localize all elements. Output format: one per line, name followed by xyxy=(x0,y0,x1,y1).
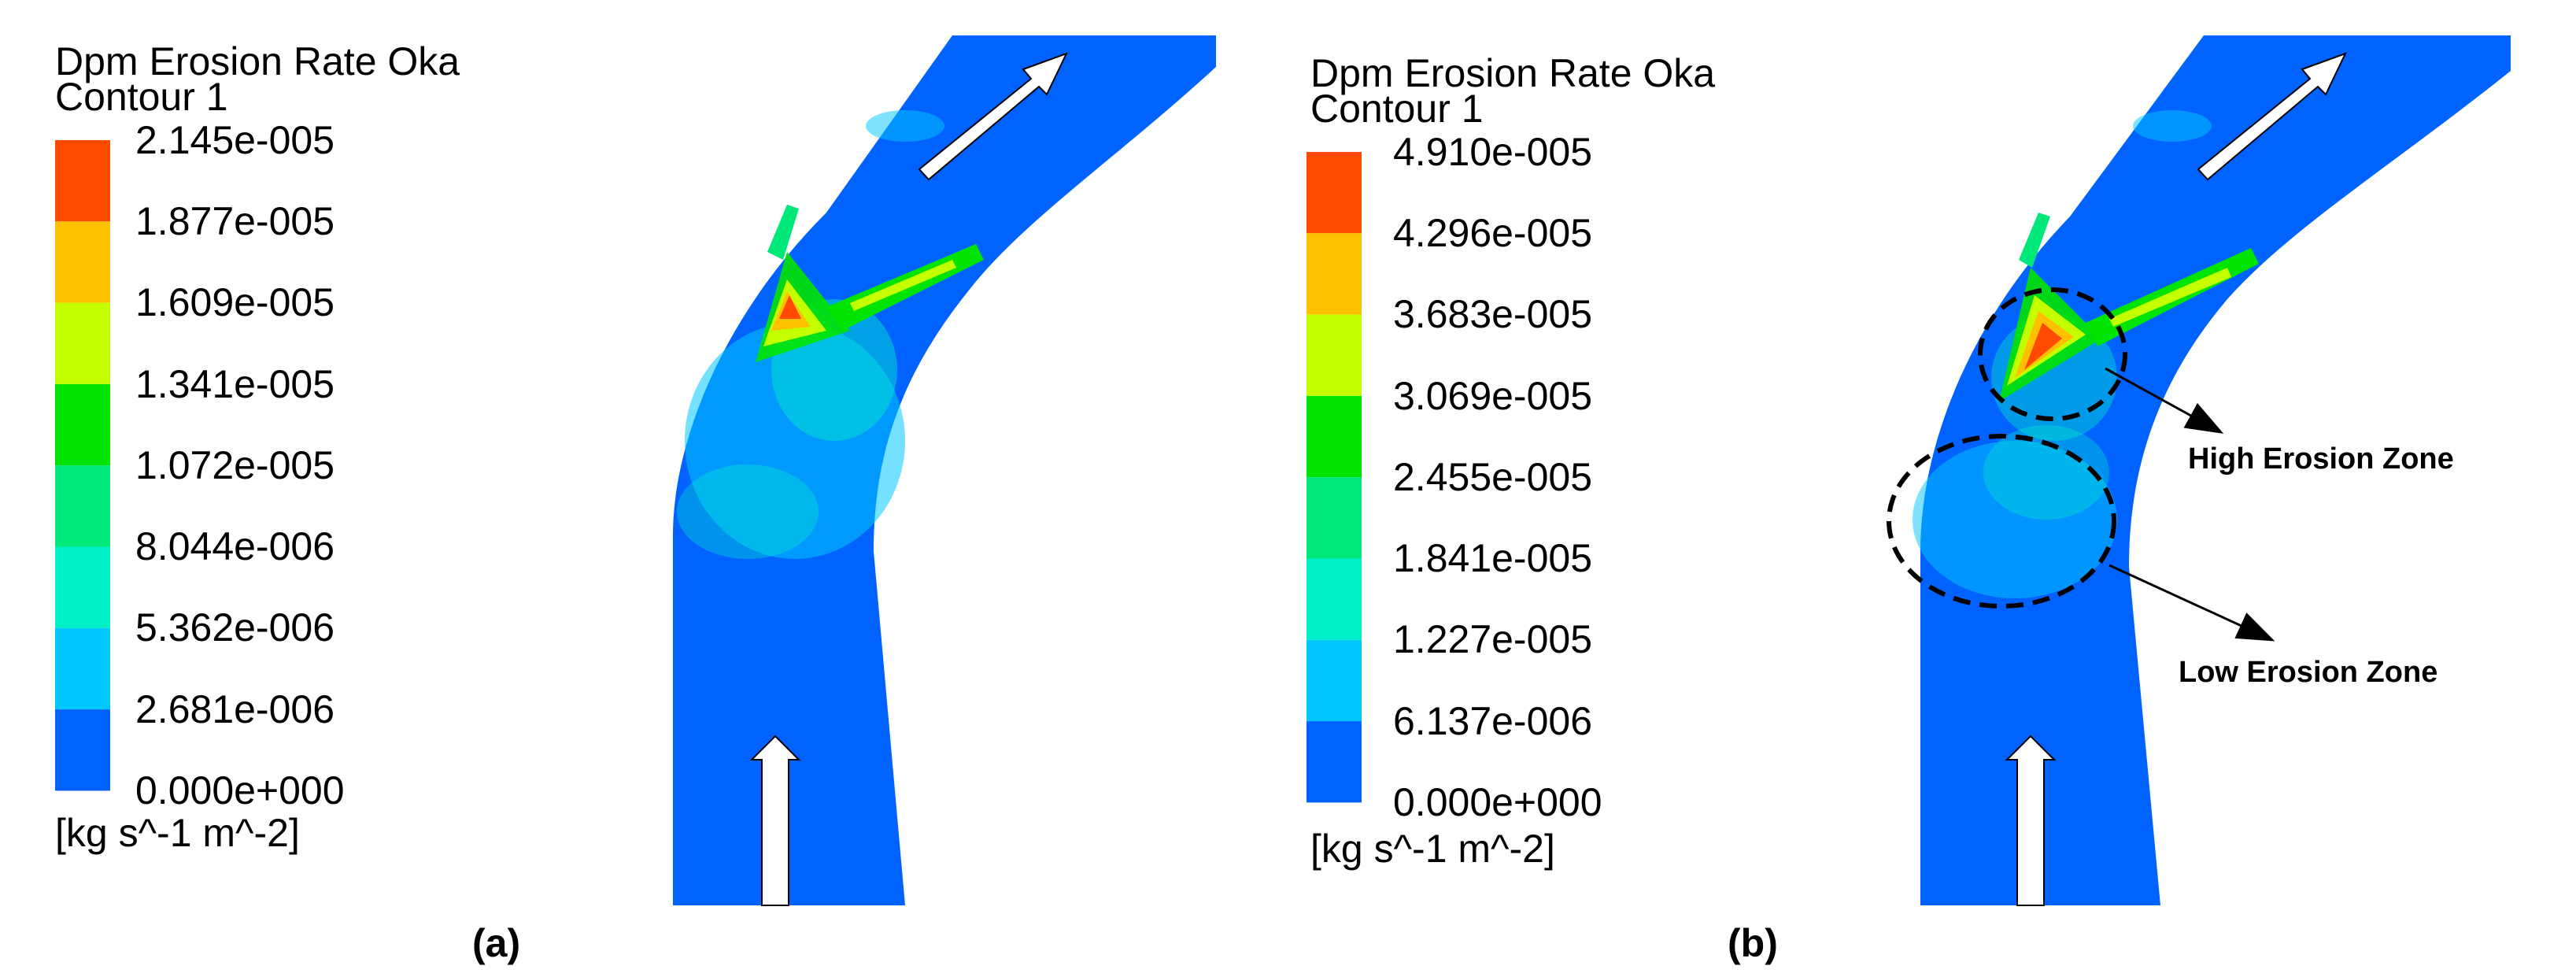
tick-label: 4.910e-005 xyxy=(1393,130,1592,174)
colorbar-segment xyxy=(1306,477,1362,559)
high-erosion-zone-marker xyxy=(1978,287,2224,434)
flow-arrow-inlet xyxy=(749,735,801,906)
panel-a: Dpm Erosion Rate Oka Contour 1 2.145e-00… xyxy=(55,35,1216,965)
tick-label: 0.000e+000 xyxy=(1393,780,1602,824)
colorbar-segment xyxy=(55,546,110,628)
legend-subtitle: Contour 1 xyxy=(1310,87,1484,131)
colorbar-segment xyxy=(1306,152,1362,234)
panel-label: (a) xyxy=(472,921,520,965)
colorbar-segment xyxy=(1306,558,1362,640)
panel-b: Dpm Erosion Rate Oka Contour 1 4.910e-00… xyxy=(1306,35,2511,965)
tick-label: 2.145e-005 xyxy=(135,118,334,162)
tick-label: 3.069e-005 xyxy=(1393,374,1592,418)
tick-label: 4.296e-005 xyxy=(1393,211,1592,255)
tick-label: 1.072e-005 xyxy=(135,443,334,487)
colorbar-segment xyxy=(1306,721,1362,803)
tick-label: 1.341e-005 xyxy=(135,362,334,406)
high-erosion-zone-label: High Erosion Zone xyxy=(2188,442,2454,476)
pipe-bend-contour xyxy=(673,35,1216,905)
flow-arrow-outlet xyxy=(918,52,1068,181)
tick-label: 0.000e+000 xyxy=(135,768,345,812)
colorbar-segment xyxy=(55,221,110,303)
colorbar-segment xyxy=(1306,395,1362,478)
low-erosion-zone-marker xyxy=(1887,434,2275,642)
colorbar-segment xyxy=(55,465,110,547)
colorbar-ticks: 2.145e-005 1.877e-005 1.609e-005 1.341e-… xyxy=(135,118,345,812)
tick-label: 5.362e-006 xyxy=(135,605,334,649)
tick-label: 1.877e-005 xyxy=(135,199,334,243)
colorbar-segment xyxy=(55,302,110,384)
tick-label: 3.683e-005 xyxy=(1393,292,1592,336)
low-erosion-zone-label: Low Erosion Zone xyxy=(2179,656,2437,689)
pipe-bend-contour xyxy=(1913,35,2511,905)
colorbar-ticks: 4.910e-005 4.296e-005 3.683e-005 3.069e-… xyxy=(1393,130,1602,824)
colorbar-segment xyxy=(1306,233,1362,315)
colorbar xyxy=(1306,152,1362,803)
legend-title: Dpm Erosion Rate Oka xyxy=(1310,51,1715,95)
tick-label: 8.044e-006 xyxy=(135,524,334,568)
colorbar-segment xyxy=(55,140,110,222)
legend-unit: [kg s^-1 m^-2] xyxy=(1310,827,1555,871)
colorbar xyxy=(55,140,110,791)
colorbar-segment xyxy=(55,627,110,710)
legend-title: Dpm Erosion Rate Oka xyxy=(55,39,460,83)
legend-subtitle: Contour 1 xyxy=(55,75,228,119)
colorbar-segment xyxy=(1306,639,1362,722)
tick-label: 1.841e-005 xyxy=(1393,536,1592,580)
panel-label: (b) xyxy=(1728,921,1778,965)
tick-label: 1.227e-005 xyxy=(1393,617,1592,661)
flow-arrow-outlet xyxy=(2197,52,2347,181)
tick-label: 1.609e-005 xyxy=(135,280,334,324)
tick-label: 2.681e-006 xyxy=(135,687,334,731)
colorbar-segment xyxy=(55,709,110,791)
tick-label: 2.455e-005 xyxy=(1393,455,1592,499)
colorbar-segment xyxy=(1306,314,1362,396)
tick-label: 6.137e-006 xyxy=(1393,699,1592,743)
legend-unit: [kg s^-1 m^-2] xyxy=(55,811,300,855)
flow-arrow-inlet xyxy=(2005,735,2057,906)
colorbar-segment xyxy=(55,383,110,466)
